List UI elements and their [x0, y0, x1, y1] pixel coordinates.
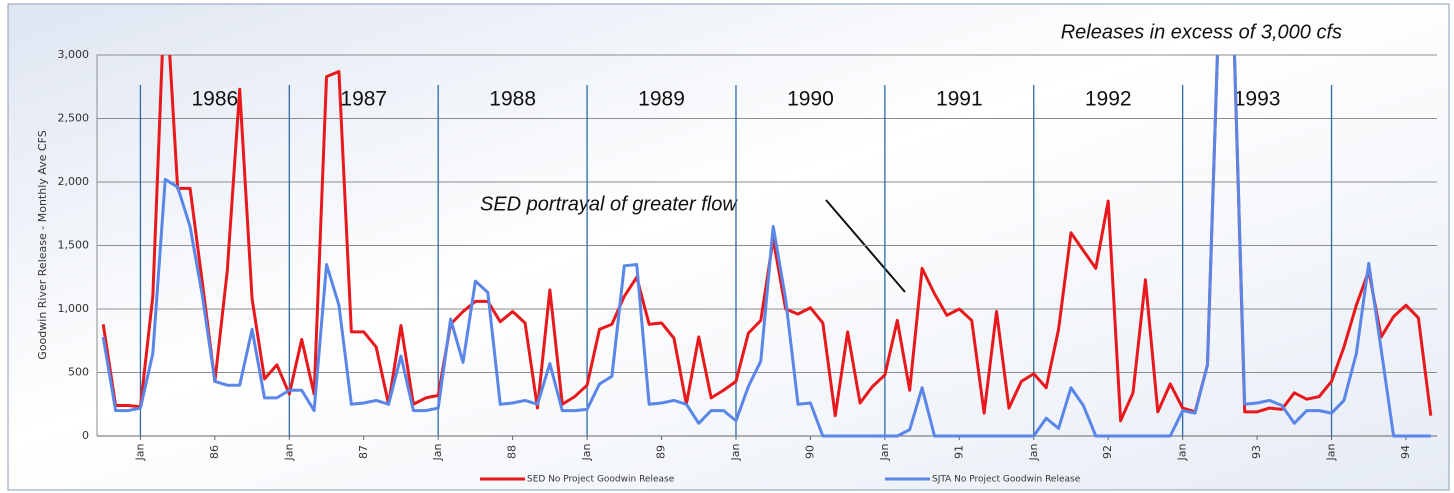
- legend-label: SED No Project Goodwin Release: [527, 475, 675, 485]
- x-tick-label: Jan: [1176, 443, 1189, 461]
- y-axis-label: Goodwin River Release - Monthly Ave CFS: [36, 130, 49, 359]
- year-label: 1992: [1085, 88, 1132, 111]
- x-tick-label: Jan: [133, 443, 146, 461]
- y-tick-label: 1,000: [58, 302, 90, 315]
- x-tick-label: Jan: [431, 443, 444, 461]
- x-tick-label: 89: [655, 445, 668, 459]
- legend-label: SJTA No Project Goodwin Release: [932, 475, 1081, 485]
- y-tick-label: 3,000: [58, 48, 90, 61]
- x-tick-label: Jan: [282, 443, 295, 461]
- plot-area: [101, 55, 1433, 438]
- x-tick-label: Jan: [580, 443, 593, 461]
- x-tick-label: Jan: [1325, 443, 1338, 461]
- x-tick-label: 92: [1101, 445, 1114, 459]
- x-tick-label: 94: [1399, 445, 1412, 459]
- series-line: [101, 55, 1431, 438]
- y-tick-label: 1,500: [58, 239, 90, 252]
- y-tick-label: 2,500: [58, 112, 90, 125]
- x-tick-label: 86: [208, 445, 221, 459]
- chart-background: [7, 3, 1450, 491]
- x-tick-label: 90: [803, 445, 816, 459]
- year-label: 1991: [936, 88, 983, 111]
- y-tick-label: 2,000: [58, 175, 90, 188]
- year-label: 1987: [340, 88, 387, 111]
- year-label: 1989: [638, 88, 685, 111]
- x-tick-label: Jan: [878, 443, 891, 461]
- year-label: 1993: [1234, 88, 1281, 111]
- x-tick-label: 93: [1250, 445, 1263, 459]
- annotation: SED portrayal of greater flow: [480, 193, 738, 215]
- x-tick-label: 88: [506, 445, 519, 459]
- year-label: 1986: [192, 88, 239, 111]
- y-tick-label: 0: [82, 429, 89, 442]
- annotation: Releases in excess of 3,000 cfs: [1061, 21, 1342, 43]
- y-tick-label: 500: [68, 366, 89, 379]
- x-tick-label: 87: [357, 445, 370, 459]
- x-tick-label: Jan: [1027, 443, 1040, 461]
- year-label: 1990: [787, 88, 834, 111]
- year-label: 1988: [489, 88, 536, 111]
- x-tick-label: Jan: [729, 443, 742, 461]
- x-tick-label: 91: [952, 445, 965, 459]
